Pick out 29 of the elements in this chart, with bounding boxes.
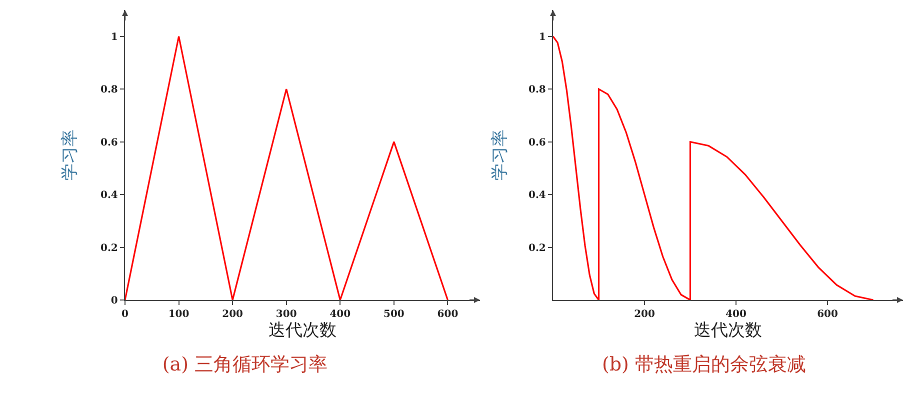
x-tick-label: 500: [384, 309, 404, 320]
y-tick-label: 0.2: [100, 242, 118, 254]
x-tick-label: 300: [276, 309, 297, 320]
line-series: [553, 36, 874, 300]
x-tick-label: 200: [222, 309, 244, 320]
x-tick-label: 400: [330, 309, 351, 320]
text: (a) 三角循环学习率: [162, 353, 328, 376]
line-series: [125, 36, 449, 300]
y-tick-label: 1: [538, 32, 546, 43]
y-tick-label: 0.6: [528, 137, 546, 148]
y-tick-label: 0.4: [100, 190, 118, 202]
x-axis-title: 迭代次数: [268, 320, 336, 340]
x-tick-label: 100: [168, 309, 190, 320]
y-tick-label: 0.6: [100, 137, 118, 148]
x-tick-label: 0: [122, 309, 129, 320]
x-tick-label: 600: [437, 309, 458, 320]
text: (b) 带热重启的余弦衰减: [602, 353, 806, 376]
y-axis-title: 学习率: [60, 130, 80, 180]
x-tick-label: 200: [634, 309, 655, 320]
y-axis-title: 学习率: [490, 130, 510, 180]
y-tick-label: 0.8: [528, 84, 546, 96]
x-tick-label: 400: [726, 309, 746, 320]
x-tick-label: 600: [817, 309, 838, 320]
y-tick-label: 0.8: [100, 84, 118, 96]
y-tick-label: 0.4: [528, 190, 546, 202]
x-axis-title: 迭代次数: [694, 320, 762, 340]
y-tick-label: 0: [110, 296, 118, 306]
y-tick-label: 1: [110, 32, 118, 43]
y-tick-label: 0.2: [528, 242, 546, 254]
